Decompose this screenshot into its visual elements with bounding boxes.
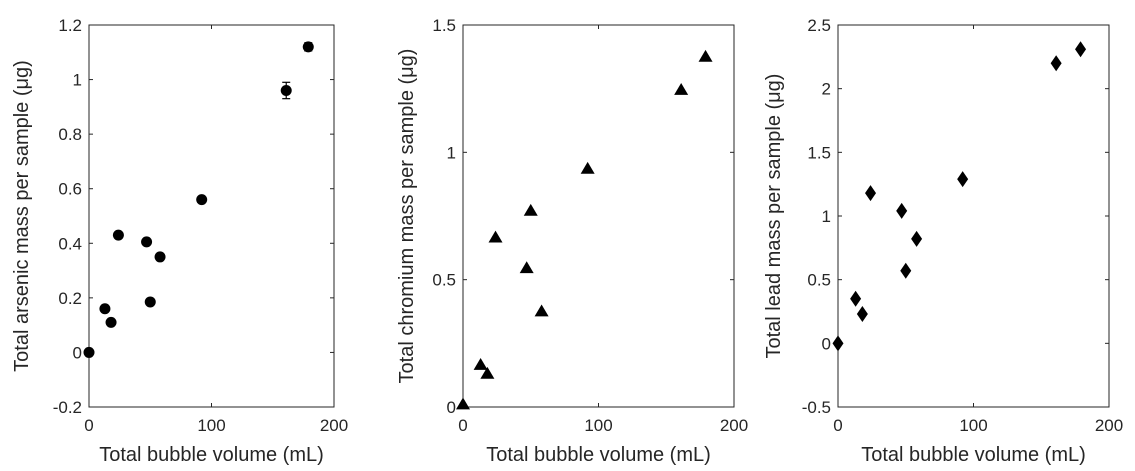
y-tick-label: -0.2	[53, 398, 82, 417]
y-tick-label: 1.2	[58, 16, 82, 35]
data-point-diamond	[900, 262, 912, 279]
data-point-triangle	[580, 161, 595, 174]
x-axis-label: Total bubble volume (mL)	[99, 444, 324, 466]
y-tick-label: 0.5	[807, 271, 831, 290]
x-axis-label: Total bubble volume (mL)	[861, 444, 1086, 466]
data-point-diamond	[1075, 41, 1087, 58]
y-tick-label: 1	[73, 71, 82, 90]
data-point-triangle	[674, 82, 689, 95]
y-axis-label: Total chromium mass per sample (μg)	[396, 49, 418, 384]
y-tick-label: 2.5	[807, 16, 831, 35]
data-point-circle	[99, 303, 111, 315]
y-tick-label: 0.5	[432, 271, 456, 290]
data-point-circle	[141, 236, 153, 248]
data-point-diamond	[832, 335, 844, 352]
y-tick-label: 0.4	[58, 234, 82, 253]
data-point-circle	[112, 229, 124, 241]
plot-frame	[837, 24, 1110, 408]
y-tick-label: 0.2	[58, 289, 82, 308]
y-tick-label: 0.8	[58, 125, 82, 144]
y-tick-label: 0.6	[58, 180, 82, 199]
data-point-diamond	[850, 290, 862, 307]
y-tick-label: 1	[822, 207, 831, 226]
data-point-triangle	[473, 357, 488, 370]
y-tick-label: 1.5	[432, 16, 456, 35]
data-point-diamond	[1050, 55, 1062, 72]
x-tick-label: 100	[584, 416, 612, 435]
data-point-diamond	[957, 171, 969, 188]
x-tick-label: 0	[84, 416, 93, 435]
data-point-diamond	[896, 202, 908, 219]
x-tick-label: 200	[720, 416, 748, 435]
y-tick-label: -0.5	[802, 398, 831, 417]
data-point-triangle	[456, 397, 470, 410]
data-point-circle	[280, 84, 292, 96]
chart-panel-2: 0 100 200 0 0.5 1 1.5 Total bubble volume (mL) T…	[396, 16, 748, 466]
y-axis-label: Total arsenic mass per sample (μg)	[11, 60, 33, 372]
data-point-triangle	[519, 261, 534, 274]
data-point-triangle	[534, 304, 549, 317]
y-tick-label: 0	[822, 334, 831, 353]
data-point-triangle	[698, 49, 713, 62]
data-point-circle	[144, 296, 156, 308]
data-point-triangle	[480, 366, 495, 379]
data-point-diamond	[856, 306, 868, 323]
data-point-diamond	[911, 230, 923, 247]
x-tick-label: 0	[458, 416, 467, 435]
data-point-circle	[105, 316, 117, 328]
y-tick-label: 1.5	[807, 143, 831, 162]
data-point-circle	[302, 41, 314, 53]
data-point-circle	[196, 194, 208, 206]
y-axis-label: Total lead mass per sample (μg)	[763, 74, 785, 359]
data-point-triangle	[488, 230, 503, 243]
y-tick-label: 2	[822, 80, 831, 99]
y-tick-label: 1	[447, 143, 456, 162]
y-tick-label: 0	[73, 343, 82, 362]
data-point-diamond	[865, 185, 877, 202]
plot-frame	[462, 24, 735, 408]
x-tick-label: 200	[1095, 416, 1123, 435]
x-tick-label: 200	[320, 416, 348, 435]
data-point-triangle	[523, 203, 538, 216]
x-axis-label: Total bubble volume (mL)	[486, 444, 711, 466]
x-tick-label: 0	[833, 416, 842, 435]
y-tick-label: 0	[447, 398, 456, 417]
x-tick-label: 100	[197, 416, 225, 435]
x-tick-label: 100	[959, 416, 987, 435]
data-point-circle	[83, 346, 95, 358]
data-point-circle	[154, 251, 166, 263]
plot-frame	[88, 24, 335, 408]
